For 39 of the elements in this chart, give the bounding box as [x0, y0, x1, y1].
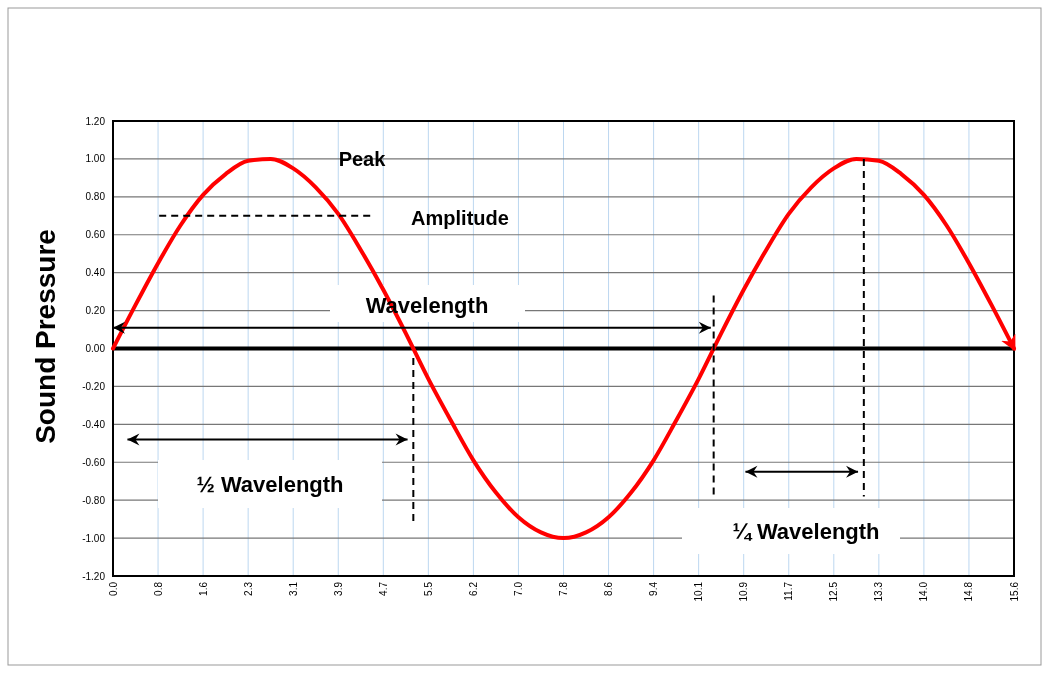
- x-tick-label: 13.3: [873, 581, 885, 602]
- y-tick-label: 0.00: [85, 343, 106, 354]
- y-tick-label: -0.80: [82, 494, 106, 506]
- x-tick-label: 7.0: [512, 581, 524, 596]
- x-tick-label: 3.1: [287, 581, 299, 596]
- x-tick-label: 10.1: [693, 581, 705, 602]
- x-tick-label: 10.9: [738, 581, 750, 602]
- x-tick-label: 0.8: [152, 581, 164, 596]
- x-tick-label: 7.8: [558, 581, 569, 596]
- x-tick-label: 14.8: [963, 581, 975, 602]
- x-tick-label: 4.7: [377, 581, 389, 596]
- x-tick-label: 12.5: [828, 581, 840, 602]
- y-tick-label: -0.20: [82, 380, 106, 392]
- y-tick-label: 0.40: [85, 267, 106, 279]
- y-tick-label: -1.00: [82, 532, 106, 544]
- x-tick-label: 14.0: [918, 581, 930, 602]
- y-tick-label: -0.60: [82, 456, 106, 468]
- y-tick-label: 1.20: [85, 115, 106, 127]
- x-tick-label: 3.9: [332, 581, 344, 596]
- x-tick-label: 1.6: [197, 581, 209, 596]
- annotation: ½ Wavelength: [196, 472, 344, 497]
- x-tick-label: 0.0: [107, 581, 119, 596]
- y-tick-label: 0.80: [85, 191, 106, 203]
- annotation: Peak: [338, 148, 387, 170]
- annotation: ¼ Wavelength: [732, 519, 880, 544]
- x-tick-label: 11.7: [783, 581, 795, 601]
- y-axis-title: Sound Pressure: [30, 229, 61, 444]
- y-tick-label: -0.40: [82, 418, 106, 430]
- x-tick-label: 15.6: [1008, 581, 1020, 602]
- y-tick-label: 0.20: [85, 305, 106, 317]
- annotation: Amplitude: [411, 207, 509, 229]
- y-tick-label: 0.60: [85, 229, 106, 241]
- x-tick-label: 2.3: [242, 581, 254, 596]
- x-tick-label: 9.4: [648, 581, 660, 596]
- y-tick-label: -1.20: [82, 570, 106, 582]
- y-tick-label: 1.00: [85, 153, 106, 165]
- x-tick-label: 8.6: [603, 581, 615, 596]
- x-tick-label: 6.2: [467, 581, 479, 596]
- x-tick-label: 5.5: [422, 581, 434, 596]
